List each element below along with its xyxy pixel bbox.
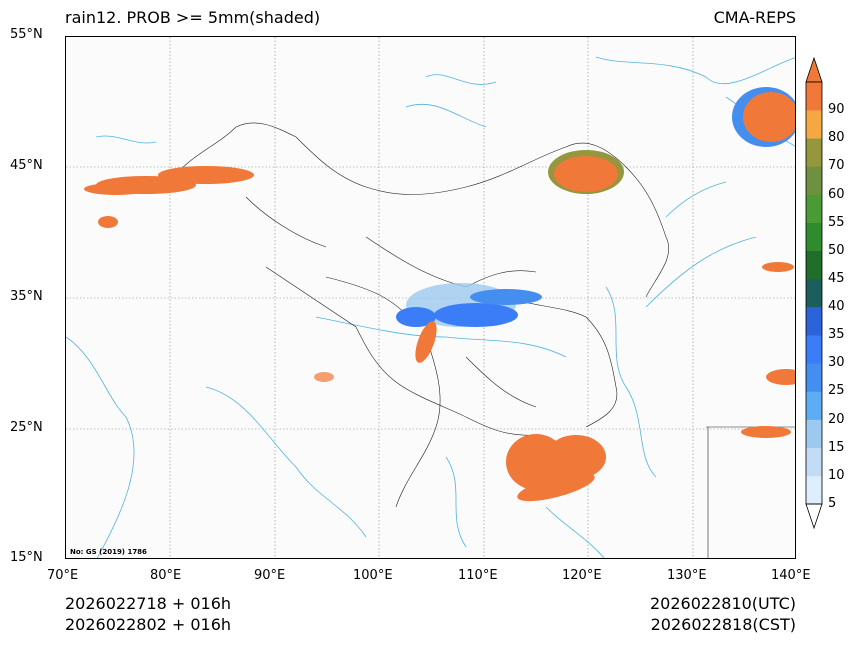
colorbar-segment-80: [806, 110, 822, 139]
rivers-coastlines: [66, 56, 795, 558]
map-panel: No: GS (2019) 1786: [65, 36, 796, 559]
lon-label-70e: 70°E: [47, 568, 79, 583]
colorbar-label: 60: [828, 186, 845, 202]
colorbar-label: 35: [828, 327, 845, 343]
colorbar-label: 10: [828, 467, 845, 483]
colorbar-segment-50: [806, 222, 822, 252]
valid-time-utc: 2026022810(UTC): [650, 594, 796, 613]
colorbar: [805, 56, 823, 530]
init-time-line-2: 2026022802 + 016h: [65, 615, 232, 634]
province-borders: [170, 122, 795, 558]
lon-label-130e: 130°E: [667, 568, 707, 583]
lat-label-15n: 15°N: [10, 550, 43, 565]
lon-label-80e: 80°E: [150, 568, 182, 583]
colorbar-label: 90: [828, 102, 845, 118]
lon-label-110e: 110°E: [458, 568, 498, 583]
colorbar-segment-45: [806, 250, 822, 280]
colorbar-segment-20: [806, 391, 822, 420]
lat-label-55n: 55°N: [10, 27, 43, 42]
colorbar-segment-30: [806, 335, 822, 364]
colorbar-segment-90: [806, 82, 822, 111]
colorbar-label: 15: [828, 439, 845, 455]
lat-label-25n: 25°N: [10, 420, 43, 435]
colorbar-segment-10: [806, 447, 822, 477]
colorbar-label: 55: [828, 214, 845, 230]
colorbar-label: 25: [828, 383, 845, 399]
lat-label-45n: 45°N: [10, 158, 43, 173]
colorbar-label: 45: [828, 270, 845, 286]
colorbar-segment-15: [806, 419, 822, 449]
map-title: rain12. PROB >= 5mm(shaded): [65, 8, 321, 27]
map-credit: No: GS (2019) 1786: [70, 548, 147, 556]
map-canvas: [66, 37, 795, 558]
init-time-line-1: 2026022718 + 016h: [65, 594, 232, 613]
precip-probability-fields: [84, 87, 795, 502]
colorbar-segment-25: [806, 363, 822, 392]
colorbar-segment-5: [806, 475, 822, 505]
colorbar-label: 70: [828, 158, 845, 174]
colorbar-label: 30: [828, 355, 845, 371]
lon-label-100e: 100°E: [353, 568, 393, 583]
lon-label-120e: 120°E: [562, 568, 602, 583]
colorbar-label: 80: [828, 130, 845, 146]
colorbar-label: 20: [828, 411, 845, 427]
colorbar-label: 50: [828, 242, 845, 258]
colorbar-label: 5: [828, 496, 837, 511]
valid-time-cst: 2026022818(CST): [650, 615, 796, 634]
colorbar-min-arrow: [805, 503, 823, 530]
model-name: CMA-REPS: [713, 8, 796, 27]
colorbar-segment-70: [806, 138, 822, 167]
colorbar-label: 40: [828, 299, 845, 315]
colorbar-segment-55: [806, 194, 822, 223]
lat-label-35n: 35°N: [10, 289, 43, 304]
colorbar-segment-35: [806, 307, 822, 336]
colorbar-segments: [806, 82, 822, 505]
lon-label-90e: 90°E: [254, 568, 286, 583]
colorbar-max-arrow: [805, 56, 823, 83]
lon-label-140e: 140°E: [771, 568, 811, 583]
colorbar-segment-40: [806, 278, 822, 308]
colorbar-segment-60: [806, 166, 822, 195]
